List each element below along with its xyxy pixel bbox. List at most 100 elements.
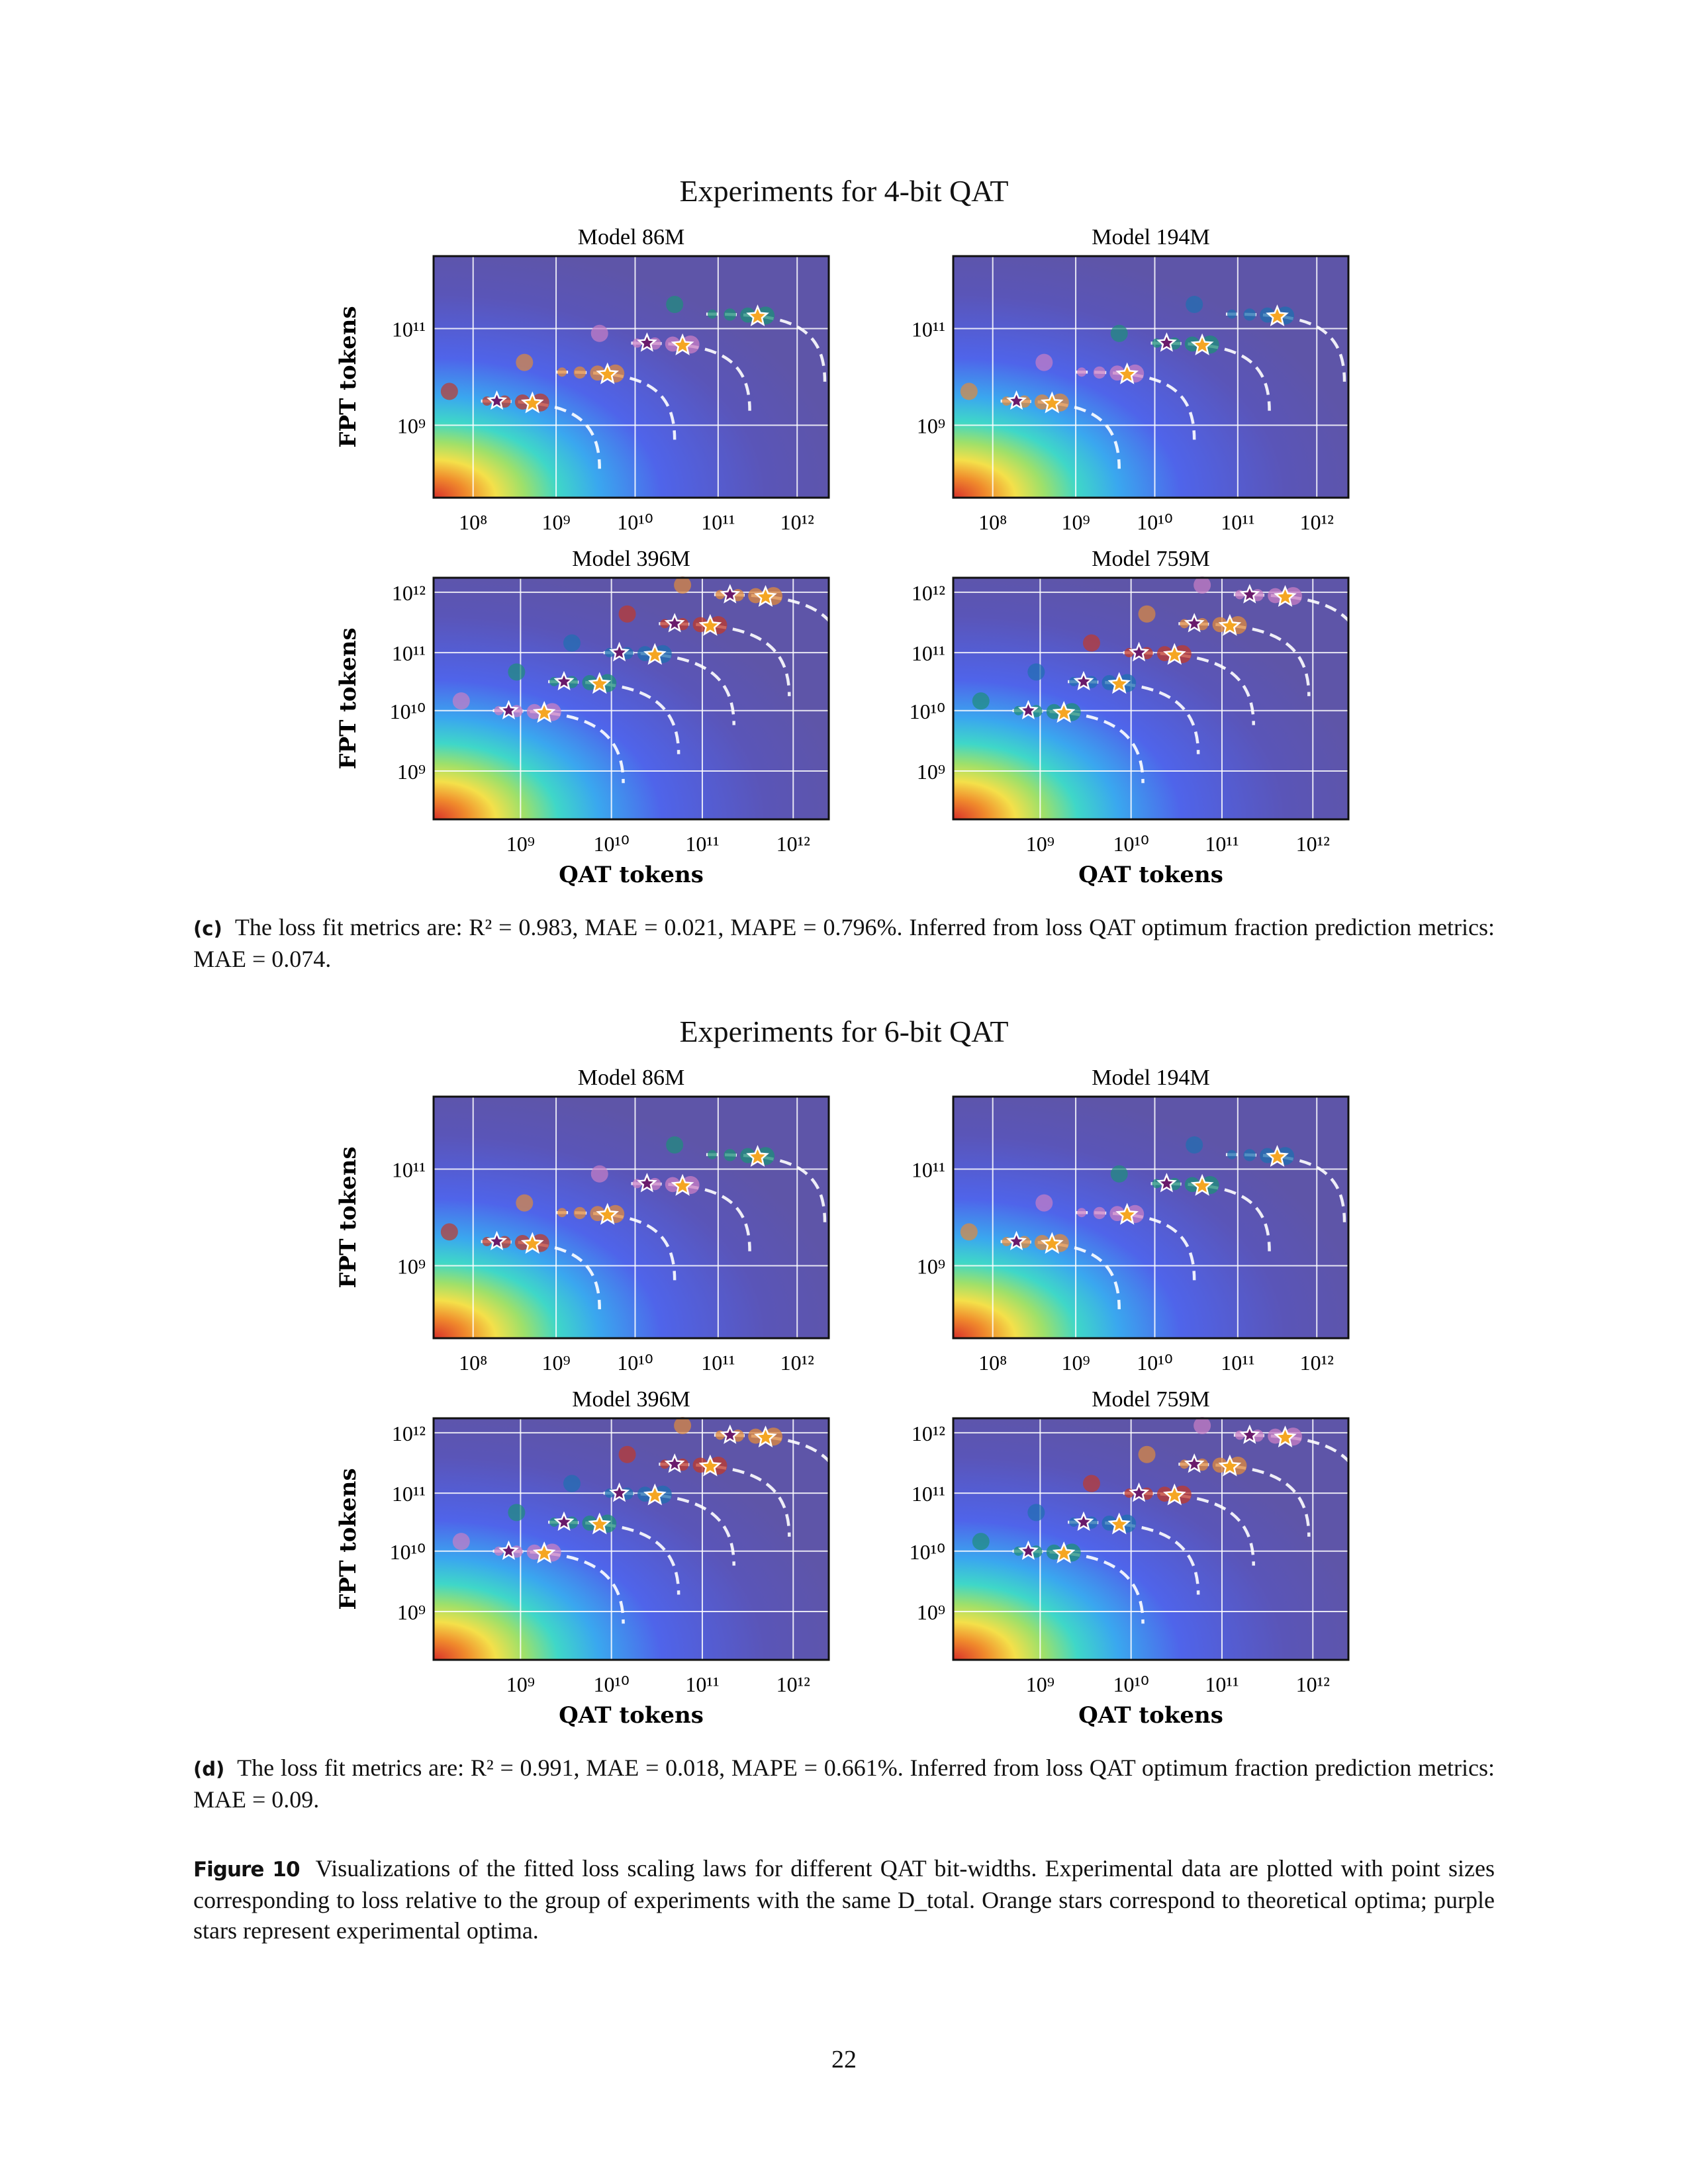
data-point — [440, 1223, 458, 1241]
data-point — [526, 1544, 542, 1560]
data-point — [1034, 394, 1050, 410]
data-point — [508, 663, 526, 681]
data-point — [1102, 1516, 1117, 1531]
experiment-star — [1239, 584, 1260, 604]
panel-background — [434, 1097, 829, 1338]
caption-d-tag: (d) — [193, 1758, 225, 1780]
panel-c-1: Model 86M 10¹¹ 10⁹ 10⁸ 10⁹ 10¹⁰ 10¹¹ 10¹² FPT to… — [335, 225, 830, 534]
data-point — [1102, 675, 1117, 690]
experiment-star — [720, 584, 741, 604]
x-tick-label: 10¹² — [776, 832, 810, 856]
y-tick-label: 10¹⁰ — [910, 700, 945, 723]
panel-title: Model 396M — [572, 547, 690, 571]
y-tick-label: 10¹¹ — [392, 641, 426, 665]
theory-star — [1163, 1483, 1186, 1506]
data-point — [526, 704, 542, 719]
x-tick-label: 10¹¹ — [1205, 832, 1239, 856]
data-point — [1268, 1428, 1283, 1444]
data-point — [1046, 1544, 1062, 1560]
data-point — [1082, 1475, 1100, 1492]
y-tick-label: 10⁹ — [917, 414, 945, 438]
experiment-star — [1184, 1453, 1205, 1473]
y-axis-label: FPT tokens — [335, 627, 361, 769]
theory-star — [1040, 1232, 1064, 1254]
data-point — [1077, 1208, 1087, 1218]
panel-title: Model 194M — [1092, 1066, 1210, 1090]
panel-frame — [432, 1417, 830, 1661]
data-point — [1243, 308, 1256, 321]
theory-star — [1040, 391, 1064, 414]
panel-c-4: Model 759M 10¹² 10¹¹ 10¹⁰ 10⁹ 10⁹ 10¹⁰ 10¹¹ 10¹²… — [910, 547, 1366, 888]
theory-star — [588, 672, 612, 694]
y-tick-label: 10¹² — [912, 1422, 945, 1445]
panel-title: Model 396M — [572, 1387, 690, 1412]
experiment-star — [1129, 641, 1150, 662]
x-tick-label: 10⁹ — [1061, 1351, 1090, 1375]
panel-background — [953, 256, 1348, 498]
y-tick-label: 10⁹ — [917, 760, 945, 784]
x-tick-label: 10¹¹ — [685, 832, 719, 856]
data-point — [590, 365, 606, 381]
figure-caption-text: Visualizations of the fitted loss scalin… — [193, 1855, 1495, 1944]
caption-d-text: The loss fit metrics are: R² = 0.991, MA… — [193, 1754, 1495, 1813]
x-tick-label: 10¹² — [1300, 510, 1334, 534]
panel-title: Model 86M — [578, 225, 685, 250]
x-tick-label: 10¹² — [776, 1672, 810, 1696]
y-tick-label: 10¹¹ — [912, 318, 945, 341]
caption-c-text: The loss fit metrics are: R² = 0.983, MA… — [193, 914, 1495, 972]
theory-star — [1274, 584, 1297, 607]
x-tick-label: 10¹⁰ — [617, 510, 653, 534]
y-tick-label: 10⁹ — [397, 760, 426, 784]
data-point — [452, 692, 470, 710]
theory-star — [671, 1173, 694, 1196]
data-point — [1077, 367, 1087, 377]
experiment-star — [664, 613, 685, 633]
caption-c-tag: (c) — [193, 917, 222, 940]
data-point — [1082, 634, 1100, 652]
x-tick-label: 10⁹ — [506, 832, 535, 856]
data-point — [1035, 1194, 1053, 1212]
y-tick-label: 10¹² — [392, 581, 426, 605]
experiment-star — [1018, 700, 1039, 719]
experiment-star — [1006, 390, 1027, 410]
theory-star — [596, 1203, 619, 1225]
data-point — [748, 588, 763, 604]
theory-star — [520, 1232, 544, 1254]
data-point — [665, 1177, 680, 1193]
panel-title: Model 759M — [1092, 547, 1210, 571]
x-tick-label: 10⁹ — [541, 1351, 570, 1375]
data-point — [1156, 1486, 1172, 1502]
experiment-star — [609, 641, 630, 662]
data-point — [516, 1194, 534, 1212]
data-point — [666, 296, 684, 313]
y-tick-label: 10⁹ — [917, 1255, 945, 1279]
theory-star — [520, 391, 544, 414]
y-tick-label: 10⁹ — [397, 414, 426, 438]
y-tick-label: 10¹⁰ — [390, 700, 426, 723]
data-point — [972, 1533, 990, 1551]
theory-star — [1266, 304, 1289, 327]
theory-star — [1274, 1425, 1297, 1447]
data-point — [740, 1148, 756, 1163]
data-point — [637, 646, 653, 662]
x-tick-label: 10⁹ — [1026, 1672, 1055, 1696]
theory-star — [532, 701, 556, 723]
theory-star — [1107, 1512, 1131, 1535]
y-tick-label: 10¹¹ — [392, 1482, 426, 1506]
y-axis-label: FPT tokens — [335, 306, 361, 447]
experiment-star — [1156, 1173, 1177, 1193]
theory-star — [1115, 1203, 1139, 1225]
theory-star — [746, 1145, 769, 1167]
data-point — [1110, 324, 1128, 342]
panel-frame — [432, 255, 830, 499]
y-tick-label: 10⁹ — [397, 1600, 426, 1624]
data-point — [1212, 617, 1228, 633]
panel-title: Model 194M — [1092, 225, 1210, 250]
data-point — [1186, 1136, 1203, 1154]
data-point — [674, 576, 692, 594]
data-point — [590, 324, 608, 342]
data-point — [618, 605, 636, 623]
data-point — [666, 1136, 684, 1154]
x-tick-label: 10¹² — [780, 1351, 814, 1375]
x-tick-label: 10⁸ — [978, 1351, 1007, 1375]
